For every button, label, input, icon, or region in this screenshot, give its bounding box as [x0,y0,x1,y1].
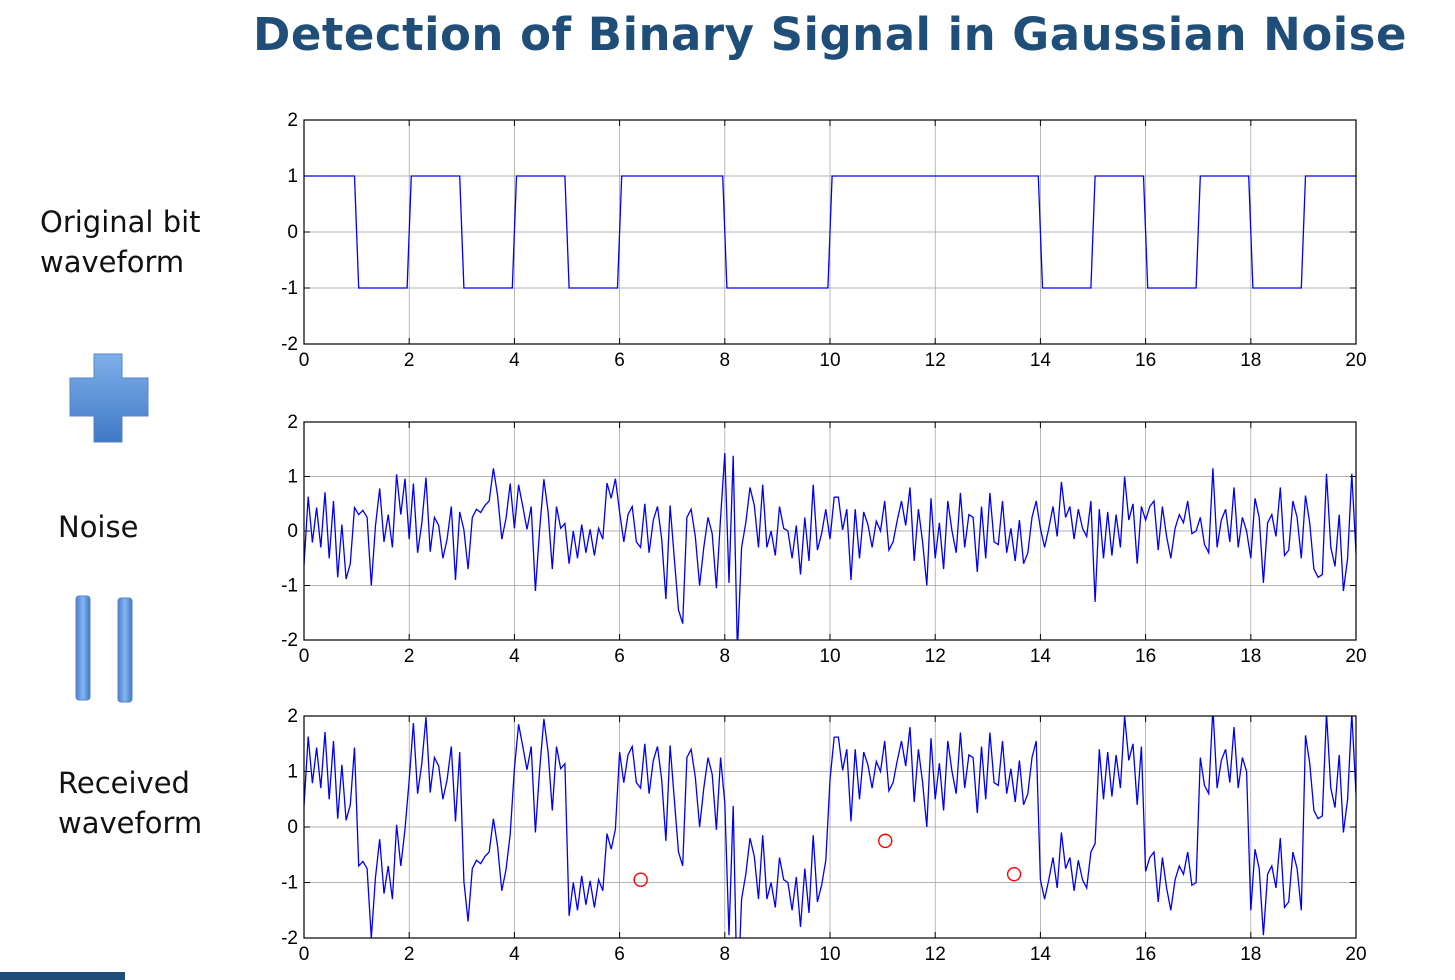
series-line-noise [304,453,1356,640]
noise-label: Noise [58,510,139,544]
x-tick-label: 0 [299,350,310,371]
x-tick-label: 4 [509,350,520,371]
x-tick-label: 16 [1135,944,1156,965]
original-waveform-label: Original bit waveform [40,202,201,282]
page-title: Detection of Binary Signal in Gaussian N… [253,8,1407,61]
y-tick-label: 1 [287,467,298,488]
x-tick-label: 14 [1030,646,1052,667]
series-line-received [304,716,1356,938]
x-tick-label: 12 [925,944,946,965]
x-tick-label: 10 [819,944,840,965]
x-tick-label: 20 [1345,350,1366,371]
error-marker [1006,866,1022,882]
x-tick-label: 8 [720,646,731,667]
x-tick-label: 18 [1240,350,1261,371]
x-tick-label: 12 [925,350,946,371]
axes-box [303,421,1357,641]
x-tick-label: 10 [819,350,840,371]
x-tick-label: 18 [1240,646,1261,667]
y-tick-label: 1 [287,762,298,783]
x-tick-label: 0 [299,646,310,667]
x-tick-label: 16 [1135,350,1156,371]
x-tick-label: 2 [404,350,415,371]
footer-accent-bar [0,972,125,980]
y-tick-label: 0 [287,817,298,838]
x-tick-label: 6 [614,646,625,667]
y-tick-label: 2 [287,412,298,433]
y-tick-label: -2 [281,630,298,651]
y-tick-label: 2 [287,706,298,727]
x-tick-label: 8 [720,350,731,371]
y-tick-label: -2 [281,334,298,355]
original-label-line2: waveform [40,245,185,279]
x-tick-label: 14 [1030,350,1052,371]
y-tick-label: 2 [287,110,298,131]
received-label-line1: Received [58,766,190,800]
x-tick-label: 8 [720,944,731,965]
x-tick-label: 14 [1030,944,1052,965]
x-tick-label: 0 [299,944,310,965]
x-tick-label: 6 [614,944,625,965]
equals-icon [75,595,133,703]
received-waveform-label: Received waveform [58,763,202,843]
axes-box [303,715,1357,939]
error-marker [633,872,648,887]
axes-box [303,119,1357,345]
x-tick-label: 6 [614,350,625,371]
original-label-line1: Original bit [40,205,201,239]
x-tick-label: 4 [509,944,520,965]
y-tick-label: 0 [287,521,298,542]
x-tick-label: 16 [1135,646,1156,667]
y-tick-label: 1 [287,166,298,187]
y-tick-label: -1 [281,278,298,299]
error-marker [878,833,893,849]
series-line-original [304,175,1356,289]
x-tick-label: 12 [925,646,946,667]
plus-icon [69,353,149,443]
y-tick-label: -2 [281,928,298,949]
x-tick-label: 2 [404,944,415,965]
x-tick-label: 10 [819,646,840,667]
y-tick-label: -1 [281,873,298,894]
x-tick-label: 20 [1345,646,1366,667]
x-tick-label: 4 [509,646,520,667]
x-tick-label: 20 [1345,944,1366,965]
x-tick-label: 2 [404,646,415,667]
received-label-line2: waveform [58,806,203,840]
x-tick-label: 18 [1240,944,1261,965]
y-tick-label: -1 [281,576,298,597]
y-tick-label: 0 [287,222,298,243]
